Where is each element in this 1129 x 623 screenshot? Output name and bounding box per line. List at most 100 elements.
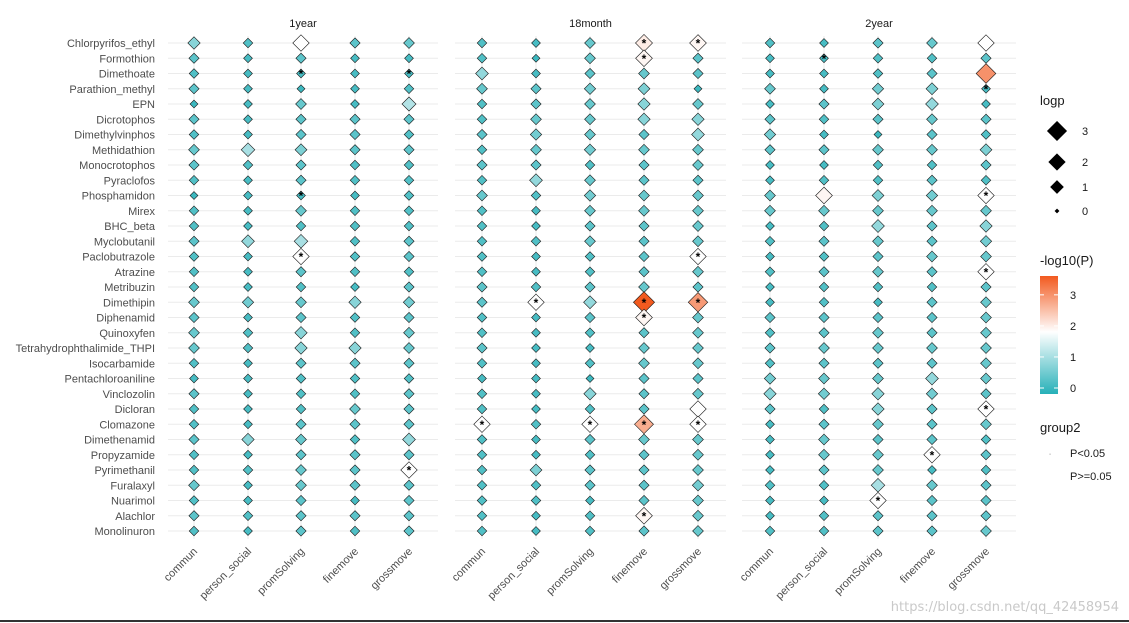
diamond-point bbox=[765, 53, 775, 64]
bottom-rule bbox=[0, 620, 1129, 622]
diamond-point bbox=[349, 434, 361, 445]
diamond-point bbox=[403, 250, 415, 263]
diamond-point bbox=[818, 403, 830, 415]
diamond-point bbox=[763, 128, 777, 141]
y-tick-label: Diphenamid bbox=[96, 313, 155, 325]
diamond-point bbox=[242, 342, 254, 354]
diamond-point bbox=[818, 510, 830, 521]
diamond-point bbox=[349, 220, 361, 232]
diamond-point bbox=[584, 159, 596, 171]
diamond-point bbox=[348, 341, 362, 355]
diamond-point bbox=[765, 419, 775, 430]
diamond-point bbox=[403, 403, 415, 415]
y-tick-label: Pyraclofos bbox=[104, 175, 156, 187]
diamond-point bbox=[926, 403, 938, 415]
diamond-point bbox=[187, 36, 201, 50]
diamond-point bbox=[188, 281, 200, 293]
diamond-point bbox=[692, 342, 704, 354]
diamond-point bbox=[818, 98, 830, 110]
diamond-point bbox=[296, 68, 306, 79]
diamond-point bbox=[979, 219, 993, 233]
diamond-point bbox=[926, 296, 938, 308]
diamond-point bbox=[635, 49, 653, 68]
diamond-point bbox=[188, 495, 200, 506]
diamond-point bbox=[188, 296, 200, 309]
diamond-point bbox=[584, 204, 596, 217]
diamond-point bbox=[243, 190, 253, 201]
diamond-point bbox=[926, 250, 938, 263]
diamond-point bbox=[691, 112, 705, 126]
diamond-point bbox=[403, 281, 415, 293]
diamond-point bbox=[872, 235, 884, 248]
diamond-point bbox=[350, 282, 360, 292]
diamond-point bbox=[584, 220, 596, 232]
diamond-point bbox=[476, 358, 488, 369]
diamond-point bbox=[531, 526, 541, 536]
diamond-point bbox=[872, 143, 884, 156]
diamond-point bbox=[243, 358, 253, 369]
x-tick-label: grossmove bbox=[658, 546, 705, 593]
diamond-point bbox=[243, 83, 253, 94]
diamond-point bbox=[692, 357, 704, 370]
diamond-point bbox=[349, 357, 361, 369]
diamond-point bbox=[692, 372, 704, 385]
diamond-point bbox=[818, 175, 830, 186]
diamond-point bbox=[871, 387, 885, 401]
diamond-point bbox=[980, 464, 992, 476]
diamond-point bbox=[584, 433, 596, 446]
diamond-point bbox=[638, 464, 650, 476]
diamond-point bbox=[295, 113, 307, 125]
diamond-point bbox=[475, 66, 489, 81]
diamond-point bbox=[188, 525, 200, 537]
color-legend-bar bbox=[1040, 276, 1058, 394]
diamond-point bbox=[925, 82, 939, 96]
diamond-point bbox=[403, 479, 415, 491]
diamond-point bbox=[818, 144, 830, 156]
diamond-point bbox=[638, 525, 650, 537]
significance-star: * bbox=[299, 250, 304, 264]
y-tick-label: Nuarimol bbox=[111, 496, 155, 508]
diamond-point bbox=[349, 312, 361, 323]
diamond-point bbox=[765, 221, 775, 231]
size-legend-key bbox=[1054, 208, 1060, 214]
diamond-point bbox=[243, 312, 253, 323]
diamond-point bbox=[349, 128, 361, 141]
diamond-point bbox=[692, 67, 704, 80]
diamond-point bbox=[292, 247, 310, 266]
diamond-point bbox=[527, 293, 545, 311]
diamond-point bbox=[188, 326, 200, 339]
diamond-point bbox=[403, 326, 415, 339]
y-tick-label: Methidathion bbox=[92, 145, 155, 157]
diamond-point bbox=[295, 418, 307, 430]
diamond-point bbox=[243, 68, 253, 79]
diamond-point bbox=[926, 494, 938, 507]
diamond-point bbox=[818, 433, 830, 446]
y-tick-label: Alachlor bbox=[115, 511, 155, 523]
x-tick-label: promSolving bbox=[255, 546, 307, 598]
y-tick-label: Isocarbamide bbox=[89, 358, 155, 370]
x-tick-label: commun bbox=[162, 546, 200, 584]
diamond-point bbox=[692, 448, 704, 461]
diamond-point bbox=[819, 129, 829, 140]
diamond-point bbox=[584, 37, 596, 49]
diamond-point bbox=[476, 312, 488, 323]
diamond-point bbox=[980, 479, 992, 491]
diamond-point bbox=[295, 449, 307, 461]
x-tick-label: person_social bbox=[486, 546, 542, 602]
diamond-point bbox=[872, 357, 884, 369]
diamond-point bbox=[189, 373, 199, 384]
diamond-point bbox=[531, 53, 541, 63]
diamond-point bbox=[530, 113, 542, 126]
size-legend-key bbox=[1046, 120, 1068, 142]
diamond-point bbox=[692, 311, 704, 324]
diamond-point bbox=[977, 34, 995, 52]
y-tick-label: Dicrotophos bbox=[96, 114, 155, 126]
significance-star: * bbox=[480, 418, 485, 432]
diamond-point bbox=[764, 358, 776, 369]
diamond-point bbox=[926, 433, 938, 446]
diamond-point bbox=[476, 388, 488, 399]
diamond-point bbox=[818, 311, 830, 324]
diamond-point bbox=[476, 114, 488, 125]
diamond-point bbox=[584, 128, 596, 141]
diamond-point bbox=[476, 449, 488, 460]
